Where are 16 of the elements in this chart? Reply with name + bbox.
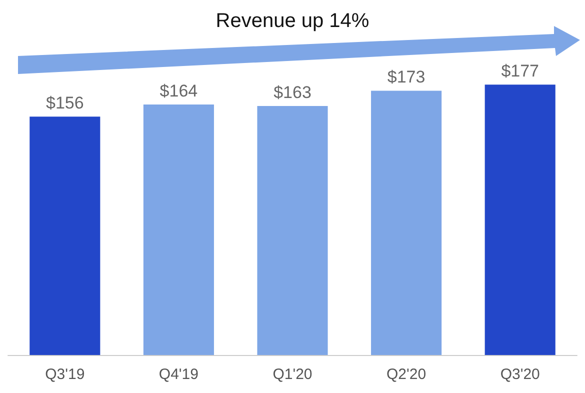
x-tick-label: Q1'20 <box>272 366 312 383</box>
bar <box>371 90 442 355</box>
x-tick-label: Q2'20 <box>386 366 426 383</box>
data-label: $163 <box>274 82 312 102</box>
bar <box>143 104 214 355</box>
data-label: $173 <box>387 68 426 87</box>
x-tick-label: Q3'19 <box>45 366 85 383</box>
bar <box>30 116 100 355</box>
bar <box>257 106 328 355</box>
x-tick-label: Q3'20 <box>500 366 540 383</box>
bar <box>484 84 556 355</box>
data-label: $164 <box>160 81 198 100</box>
x-tick-label: Q4'19 <box>158 366 198 383</box>
data-label: $156 <box>46 94 84 113</box>
data-label: $177 <box>501 62 540 81</box>
text: Revenue up 14% <box>214 10 370 33</box>
